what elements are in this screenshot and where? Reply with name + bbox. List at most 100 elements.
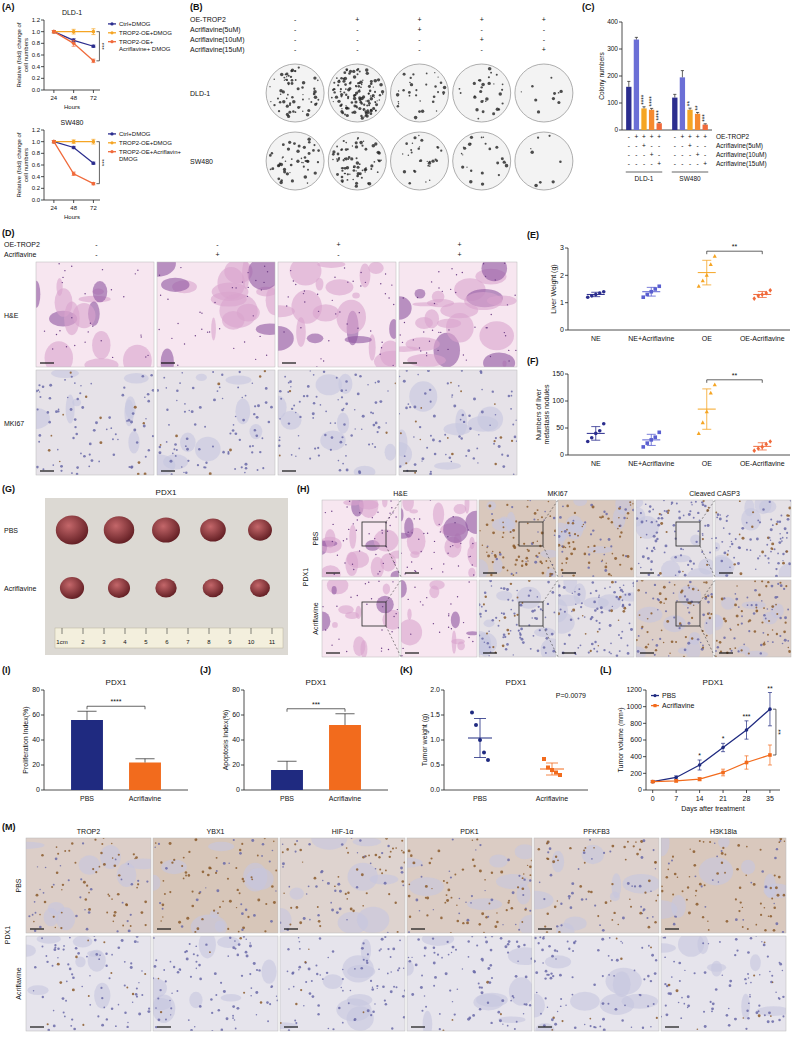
colony [297, 106, 300, 109]
colony [355, 185, 358, 188]
colony [411, 152, 413, 154]
nucleus [360, 285, 361, 286]
colony [339, 104, 342, 107]
bar-chart: (C)0100200300400Colony numbers**********… [582, 2, 767, 182]
text-line: Numbers of liver [535, 388, 542, 440]
cell [130, 466, 133, 469]
cell [171, 473, 173, 475]
nucleus [414, 570, 415, 571]
nucleus [286, 305, 287, 306]
text-line: Relative (fold) change of [16, 22, 22, 87]
colony [443, 86, 446, 89]
x-axis [568, 455, 790, 456]
condition-sign: - [294, 26, 297, 33]
colony [303, 146, 306, 149]
tissue-region [93, 281, 108, 302]
cell [316, 396, 318, 398]
cell [49, 397, 52, 400]
ruler-label: 8 [207, 639, 211, 645]
cell [577, 535, 579, 537]
colony [345, 142, 347, 144]
panel-h: (H)PDX1H&EMKI67Cleaved CASP3PBSAcriflavi… [297, 484, 795, 662]
legend-swatch [108, 23, 116, 24]
colony [298, 145, 301, 148]
cell [419, 426, 421, 428]
y-tick [619, 130, 622, 131]
text-line: TROP2-OE+DMOG [119, 30, 172, 36]
x-axis [444, 790, 588, 791]
colony [357, 85, 360, 88]
cell [340, 389, 343, 392]
condition-sign: - [628, 160, 630, 167]
data-point [721, 771, 725, 775]
y-tick [241, 790, 244, 791]
colony [310, 101, 312, 103]
bar [634, 40, 639, 130]
data-point [768, 288, 772, 293]
bar [695, 114, 700, 130]
nucleus [418, 538, 419, 539]
y-tick [41, 130, 44, 131]
cell [525, 561, 526, 562]
y-tick [41, 31, 44, 32]
colony [382, 93, 383, 94]
colony [402, 153, 403, 154]
stain-tint [278, 370, 396, 475]
colony [459, 88, 461, 90]
nucleus [52, 348, 53, 349]
stain-tint [399, 370, 517, 475]
y-tick [41, 165, 44, 166]
cell [343, 423, 345, 425]
tumor [203, 579, 224, 598]
cell [117, 439, 119, 441]
colony [356, 157, 358, 159]
text-line: Tumor weight (g) [421, 714, 429, 767]
condition-sign: - [658, 142, 660, 149]
colony [437, 91, 439, 93]
nucleus [74, 345, 75, 346]
colony [347, 88, 350, 91]
cell [564, 530, 567, 533]
colony [308, 152, 311, 155]
data-point [72, 146, 76, 150]
y-tick [41, 690, 44, 691]
colony [420, 139, 423, 142]
chart-title: PDX1 [703, 678, 724, 687]
nucleus [432, 330, 433, 331]
nucleus [92, 325, 93, 326]
nucleus [180, 267, 181, 268]
colony [341, 112, 344, 115]
colony [332, 159, 334, 161]
condition-label: Acriflavine(15uM) [716, 160, 767, 168]
cell [194, 423, 196, 425]
nucleus [293, 280, 294, 281]
cell [137, 473, 140, 475]
y-tick-label: 0.8 [32, 150, 41, 156]
colony [426, 73, 428, 75]
cell [512, 424, 514, 426]
y-tick [565, 275, 568, 276]
tissue-region [359, 500, 378, 518]
cell [490, 574, 492, 576]
colony [337, 84, 339, 86]
cell [186, 437, 189, 440]
nucleus [195, 335, 196, 336]
row-label: DLD-1 [190, 90, 210, 97]
panel-letter: (I) [2, 665, 11, 675]
colony [402, 89, 404, 91]
colony [290, 70, 292, 72]
scale-bar [326, 572, 340, 573]
colony [317, 80, 319, 82]
colony [370, 112, 373, 115]
colony [502, 102, 504, 104]
colony [479, 90, 482, 93]
tissue-region [128, 431, 139, 454]
colony [501, 89, 503, 91]
condition-sign: + [642, 142, 646, 149]
colony [353, 94, 356, 97]
colony [289, 172, 290, 173]
colony [469, 180, 473, 184]
bar-chart: (I)PDX1020406080Proliferation Index(%)PB… [2, 665, 188, 802]
colony [368, 85, 371, 88]
cell [75, 433, 78, 436]
